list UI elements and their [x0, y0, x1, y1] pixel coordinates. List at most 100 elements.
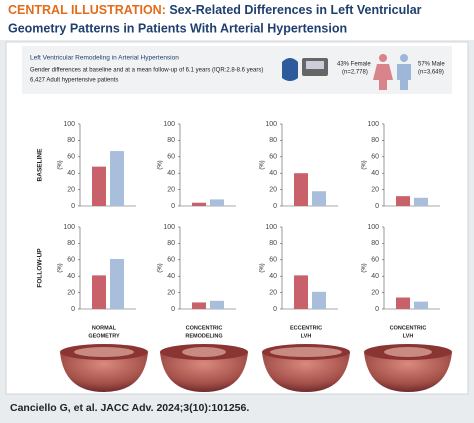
heart-part — [74, 347, 134, 357]
column-label: ECCENTRIC — [290, 325, 322, 331]
y-tick-label: 80 — [167, 137, 175, 144]
bar — [312, 191, 326, 206]
y-axis-label: (%) — [362, 263, 368, 272]
female-n: (n=2,778) — [342, 70, 368, 76]
y-tick-label: 100 — [63, 224, 75, 231]
y-tick-label: 80 — [371, 240, 379, 247]
y-tick-label: 100 — [265, 224, 277, 231]
header-band — [0, 0, 474, 40]
y-tick-label: 0 — [273, 306, 277, 313]
y-axis-label: (%) — [260, 263, 266, 272]
male-n: (n=3,649) — [418, 70, 444, 76]
y-tick-label: 100 — [265, 121, 277, 128]
y-tick-label: 80 — [167, 240, 175, 247]
female-icon — [373, 54, 393, 90]
bar — [396, 297, 410, 309]
y-tick-label: 60 — [269, 257, 277, 264]
y-axis-label: (%) — [158, 160, 164, 169]
heart-illustration — [364, 344, 452, 392]
y-tick-label: 0 — [71, 203, 75, 210]
bar — [294, 275, 308, 309]
y-tick-label: 60 — [167, 257, 175, 264]
heart-part — [364, 352, 452, 392]
y-tick-label: 0 — [171, 203, 175, 210]
y-tick-label: 40 — [269, 273, 277, 280]
heart-part — [384, 347, 432, 357]
y-tick-label: 60 — [67, 154, 75, 161]
bar — [92, 275, 106, 309]
heart-illustration — [262, 344, 350, 392]
y-tick-label: 80 — [269, 137, 277, 144]
column-label: CONCENTRIC — [186, 325, 223, 331]
y-tick-label: 0 — [375, 203, 379, 210]
y-tick-label: 100 — [163, 121, 175, 128]
y-tick-label: 20 — [167, 289, 175, 296]
bar — [110, 151, 124, 206]
y-axis-label: (%) — [58, 263, 64, 272]
male-label: 57% Male — [418, 62, 445, 68]
row-label: FOLLOW-UP — [37, 248, 44, 288]
bar — [110, 258, 124, 309]
heart-illustration — [60, 344, 148, 392]
bar — [210, 300, 224, 309]
y-tick-label: 20 — [371, 289, 379, 296]
column-label: CONCENTRIC — [390, 325, 427, 331]
bar — [210, 199, 224, 206]
y-tick-label: 60 — [269, 154, 277, 161]
y-tick-label: 0 — [71, 306, 75, 313]
panel — [5, 41, 469, 395]
y-tick-label: 0 — [273, 203, 277, 210]
y-axis-label: (%) — [260, 160, 266, 169]
y-tick-label: 80 — [67, 137, 75, 144]
y-tick-label: 60 — [167, 154, 175, 161]
column-label: LVH — [403, 333, 414, 339]
y-tick-label: 60 — [371, 257, 379, 264]
y-tick-label: 80 — [371, 137, 379, 144]
y-tick-label: 20 — [67, 289, 75, 296]
y-tick-label: 40 — [67, 170, 75, 177]
bar — [396, 196, 410, 206]
heart-part — [60, 352, 148, 392]
female-label: 43% Female — [337, 62, 371, 68]
y-tick-label: 20 — [371, 186, 379, 193]
bar — [294, 173, 308, 206]
bar — [414, 197, 428, 206]
header-title: Sex-Related Differences in Left Ventricu… — [169, 3, 421, 17]
y-tick-label: 60 — [371, 154, 379, 161]
male-icon — [397, 54, 411, 90]
heart-part — [270, 347, 342, 357]
y-tick-label: 100 — [367, 224, 379, 231]
y-tick-label: 40 — [269, 170, 277, 177]
y-tick-label: 100 — [63, 121, 75, 128]
heart-part — [262, 352, 350, 392]
y-tick-label: 100 — [163, 224, 175, 231]
bar — [92, 166, 106, 206]
heart-part — [182, 347, 226, 357]
bar — [312, 291, 326, 309]
heart-part — [160, 352, 248, 392]
heart-illustration — [160, 344, 248, 392]
y-axis-label: (%) — [58, 160, 64, 169]
y-tick-label: 40 — [371, 273, 379, 280]
info-line: 6,427 Adult hypertensive patients — [30, 78, 118, 84]
y-tick-label: 20 — [67, 186, 75, 193]
column-label: GEOMETRY — [88, 333, 120, 339]
info-title: Left Ventricular Remodeling in Arterial … — [30, 55, 179, 62]
column-label: LVH — [301, 333, 312, 339]
column-label: NORMAL — [92, 325, 117, 331]
header: CENTRAL ILLUSTRATION: Sex-Related Differ… — [8, 3, 422, 17]
y-tick-label: 20 — [269, 289, 277, 296]
row-label: BASELINE — [37, 148, 44, 182]
y-tick-label: 60 — [67, 257, 75, 264]
y-tick-label: 20 — [269, 186, 277, 193]
y-tick-label: 100 — [367, 121, 379, 128]
y-tick-label: 40 — [371, 170, 379, 177]
info-line: Gender differences at baseline and at a … — [30, 68, 263, 74]
y-tick-label: 20 — [167, 186, 175, 193]
header-title: Geometry Patterns in Patients With Arter… — [8, 21, 347, 35]
bar — [192, 302, 206, 309]
y-tick-label: 40 — [167, 273, 175, 280]
bar — [414, 301, 428, 309]
